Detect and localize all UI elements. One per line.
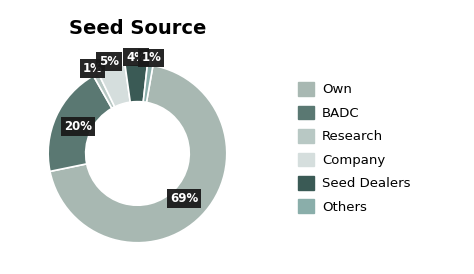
Wedge shape <box>48 76 112 172</box>
Text: 69%: 69% <box>170 192 198 206</box>
Wedge shape <box>93 73 115 109</box>
Text: 1%: 1% <box>82 62 102 75</box>
Wedge shape <box>50 65 227 243</box>
Text: 1%: 1% <box>141 52 161 64</box>
Text: Seed Source: Seed Source <box>69 19 206 38</box>
Wedge shape <box>98 65 130 107</box>
Wedge shape <box>125 64 147 102</box>
Text: 4%: 4% <box>126 50 146 64</box>
Wedge shape <box>143 65 153 102</box>
Legend: Own, BADC, Research, Company, Seed Dealers, Others: Own, BADC, Research, Company, Seed Deale… <box>293 77 416 219</box>
Text: 5%: 5% <box>99 55 119 68</box>
Text: 20%: 20% <box>64 120 92 133</box>
